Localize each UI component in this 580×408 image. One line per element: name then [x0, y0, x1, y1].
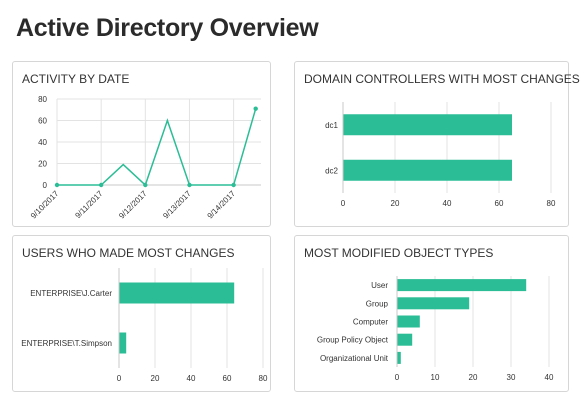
bar: [343, 159, 512, 181]
category-label: Group Policy Object: [317, 336, 389, 345]
x-tick-label: 20: [391, 199, 400, 208]
y-tick-label: 0: [43, 181, 48, 190]
bar: [343, 114, 512, 136]
category-label: dc1: [325, 121, 338, 130]
x-tick-label: 60: [223, 374, 232, 383]
page-title: Active Directory Overview: [16, 14, 319, 42]
object-types-panel: MOST MODIFIED OBJECT TYPES 0 10 20 30 40 User…: [294, 235, 569, 392]
bar: [119, 282, 235, 304]
x-tick-label: 9/10/2017: [29, 189, 61, 221]
bar: [397, 279, 527, 292]
category-label: Organizational Unit: [320, 354, 389, 363]
users-most-changes-chart: 0 20 40 60 80 ENTERPRISE\J.Carter ENTERPRISE\T…: [21, 268, 268, 383]
category-label: dc2: [325, 166, 338, 175]
activity-chart-title: ACTIVITY BY DATE: [22, 72, 130, 86]
category-label: ENTERPRISE\J.Carter: [30, 289, 112, 298]
category-label: ENTERPRISE\T.Simpson: [21, 339, 112, 348]
activity-by-date-chart: 0 20 40 60 80 9/10/2017 9/11/2017 9/12/2017 9/13…: [29, 95, 261, 221]
activity-series-line: [57, 108, 257, 187]
domain-controllers-chart: 0 20 40 60 80 dc1 dc2: [325, 102, 556, 208]
activity-by-date-panel: ACTIVITY BY DATE 0 20 40 60 80 9/10/2017 9/11/…: [12, 61, 271, 227]
x-tick-label: 0: [395, 373, 400, 382]
category-label: Computer: [353, 318, 388, 327]
x-tick-label: 80: [259, 374, 268, 383]
activity-point: [187, 182, 192, 188]
x-tick-label: 40: [545, 373, 554, 382]
object-types-chart: 0 10 20 30 40 User Group Computer Group Policy O…: [317, 276, 554, 382]
bar: [397, 315, 420, 328]
bar: [397, 333, 413, 346]
x-tick-label: 40: [187, 374, 196, 383]
users-most-changes-panel: USERS WHO MADE MOST CHANGES 0 20 40 60 80 ENT…: [12, 235, 271, 392]
x-tick-label: 9/14/2017: [206, 189, 238, 221]
objects-chart-title: MOST MODIFIED OBJECT TYPES: [304, 246, 494, 260]
users-chart-title: USERS WHO MADE MOST CHANGES: [22, 246, 235, 260]
activity-point: [253, 106, 258, 111]
activity-point: [143, 182, 148, 188]
x-tick-label: 20: [469, 373, 478, 382]
category-label: Group: [366, 299, 389, 308]
x-tick-label: 9/11/2017: [73, 189, 104, 220]
activity-point: [98, 182, 104, 188]
x-tick-label: 30: [507, 373, 516, 382]
bar: [119, 332, 127, 354]
y-tick-label: 40: [38, 138, 47, 147]
activity-point: [54, 182, 60, 188]
x-tick-label: 80: [547, 199, 556, 208]
x-tick-label: 0: [341, 199, 346, 208]
x-tick-label: 20: [151, 374, 160, 383]
x-tick-label: 9/12/2017: [117, 189, 149, 221]
y-tick-label: 80: [38, 95, 47, 104]
x-tick-label: 9/13/2017: [161, 189, 193, 221]
x-tick-label: 40: [443, 199, 452, 208]
bar: [397, 297, 470, 310]
activity-point: [231, 182, 236, 188]
x-tick-label: 10: [431, 373, 440, 382]
x-tick-label: 0: [117, 374, 122, 383]
domain-chart-title: DOMAIN CONTROLLERS WITH MOST CHANGES: [304, 72, 580, 86]
domain-controllers-panel: DOMAIN CONTROLLERS WITH MOST CHANGES 0 20…: [294, 61, 580, 227]
category-label: User: [371, 281, 388, 290]
bar: [397, 351, 401, 364]
y-tick-label: 60: [38, 117, 47, 126]
x-tick-label: 60: [495, 199, 504, 208]
y-tick-label: 20: [38, 160, 47, 169]
